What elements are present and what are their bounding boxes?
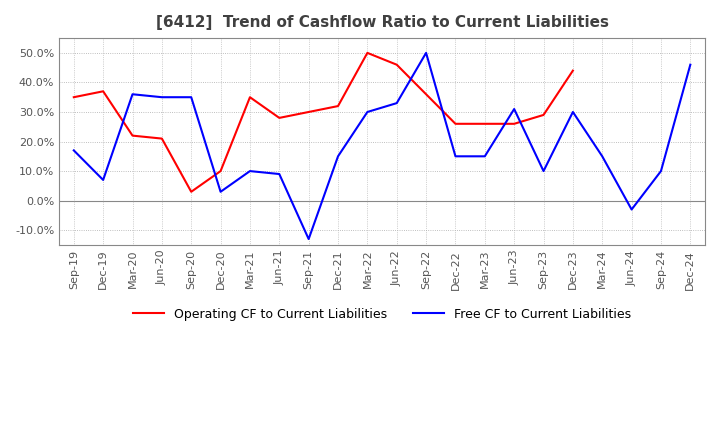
Free CF to Current Liabilities [275, 172, 284, 177]
Operating CF to Current Liabilities [305, 110, 313, 115]
Free CF to Current Liabilities [510, 106, 518, 112]
Operating CF to Current Liabilities [246, 95, 254, 100]
Free CF to Current Liabilities [686, 62, 695, 67]
Operating CF to Current Liabilities [128, 133, 137, 138]
Free CF to Current Liabilities [480, 154, 489, 159]
Title: [6412]  Trend of Cashflow Ratio to Current Liabilities: [6412] Trend of Cashflow Ratio to Curren… [156, 15, 608, 30]
Free CF to Current Liabilities [333, 154, 342, 159]
Free CF to Current Liabilities [392, 100, 401, 106]
Legend: Operating CF to Current Liabilities, Free CF to Current Liabilities: Operating CF to Current Liabilities, Fre… [128, 303, 636, 326]
Operating CF to Current Liabilities [333, 103, 342, 109]
Free CF to Current Liabilities [99, 177, 107, 183]
Operating CF to Current Liabilities [158, 136, 166, 141]
Operating CF to Current Liabilities [392, 62, 401, 67]
Free CF to Current Liabilities [187, 95, 196, 100]
Free CF to Current Liabilities [128, 92, 137, 97]
Operating CF to Current Liabilities [69, 95, 78, 100]
Operating CF to Current Liabilities [539, 112, 548, 117]
Free CF to Current Liabilities [246, 169, 254, 174]
Free CF to Current Liabilities [627, 207, 636, 212]
Operating CF to Current Liabilities [480, 121, 489, 126]
Free CF to Current Liabilities [305, 236, 313, 242]
Operating CF to Current Liabilities [510, 121, 518, 126]
Free CF to Current Liabilities [539, 169, 548, 174]
Free CF to Current Liabilities [158, 95, 166, 100]
Free CF to Current Liabilities [69, 148, 78, 153]
Free CF to Current Liabilities [363, 110, 372, 115]
Free CF to Current Liabilities [422, 50, 431, 55]
Free CF to Current Liabilities [216, 189, 225, 194]
Operating CF to Current Liabilities [216, 169, 225, 174]
Operating CF to Current Liabilities [99, 88, 107, 94]
Operating CF to Current Liabilities [187, 189, 196, 194]
Operating CF to Current Liabilities [363, 50, 372, 55]
Free CF to Current Liabilities [657, 169, 665, 174]
Line: Operating CF to Current Liabilities: Operating CF to Current Liabilities [73, 53, 573, 192]
Free CF to Current Liabilities [569, 110, 577, 115]
Free CF to Current Liabilities [598, 154, 606, 159]
Operating CF to Current Liabilities [569, 68, 577, 73]
Line: Free CF to Current Liabilities: Free CF to Current Liabilities [73, 53, 690, 239]
Free CF to Current Liabilities [451, 154, 460, 159]
Operating CF to Current Liabilities [451, 121, 460, 126]
Operating CF to Current Liabilities [275, 115, 284, 121]
Operating CF to Current Liabilities [422, 92, 431, 97]
